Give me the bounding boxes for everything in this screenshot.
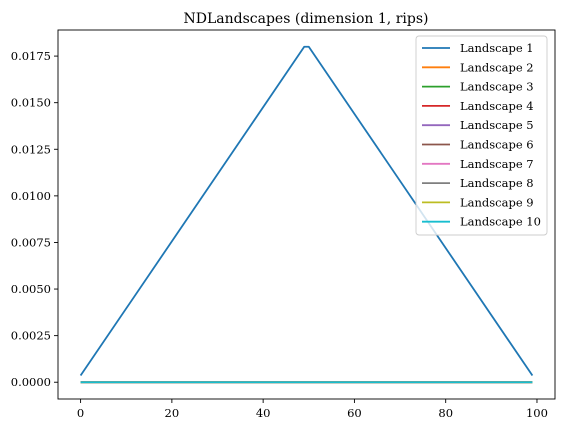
legend-label-2: Landscape 2 [460,60,534,74]
y-tick-label: 0.0150 [11,96,51,110]
legend-label-3: Landscape 3 [460,80,534,94]
legend-label-8: Landscape 8 [460,176,534,190]
x-tick-label: 80 [438,406,453,420]
axes-frame [57,29,556,400]
legend-label-4: Landscape 4 [460,99,534,113]
plot-area [57,29,556,400]
legend-label-1: Landscape 1 [460,41,534,55]
x-tick-label: 20 [165,406,180,420]
y-tick-label: 0.0175 [11,49,51,63]
x-tick-label: 40 [256,406,271,420]
y-tick-label: 0.0100 [11,189,51,203]
y-tick-label: 0.0050 [11,282,51,296]
y-tick-label: 0.0075 [11,235,51,249]
legend-label-9: Landscape 9 [460,195,534,209]
x-tick-label: 0 [77,406,84,420]
y-tick-label: 0.0000 [11,375,51,389]
y-axis: 0.0000 0.0025 0.0050 0.0075 0.0100 0.0125 0.01… [11,49,58,389]
y-tick-label: 0.0125 [11,142,51,156]
legend-label-6: Landscape 6 [460,138,534,152]
legend-label-5: Landscape 5 [460,118,534,132]
x-axis: 0 20 40 60 80 100 [77,399,548,420]
x-tick-label: 60 [347,406,362,420]
chart-title: NDLandscapes (dimension 1, rips) [184,11,429,27]
y-tick-label: 0.0025 [11,329,51,343]
x-tick-label: 100 [526,406,548,420]
legend-label-7: Landscape 7 [460,157,534,171]
legend: Landscape 1 Landscape 2 Landscape 3 Landsca… [415,35,548,236]
legend-label-10: Landscape 10 [460,215,541,229]
